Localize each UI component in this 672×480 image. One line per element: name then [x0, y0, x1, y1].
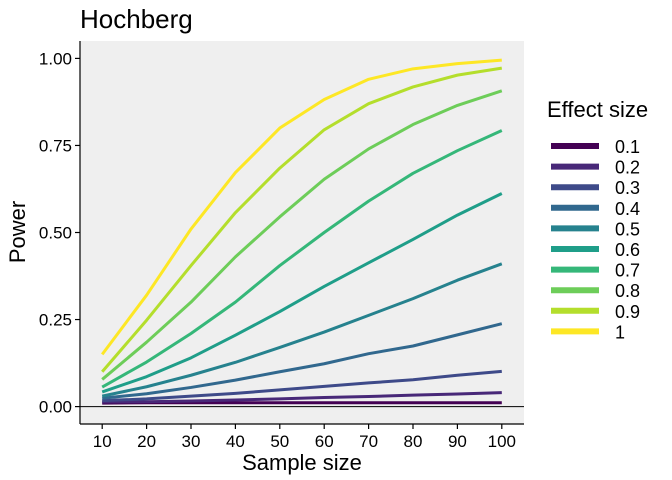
- chart-title: Hochberg: [80, 4, 193, 34]
- y-tick-label: 0.75: [39, 136, 72, 155]
- x-tick-label: 20: [137, 432, 156, 451]
- series-line-0.9: [101, 66, 503, 373]
- x-tick-label: 80: [404, 432, 423, 451]
- x-tick-label: 40: [226, 432, 245, 451]
- legend-label-0.9: 0.9: [615, 302, 640, 322]
- x-tick-label: 10: [93, 432, 112, 451]
- series-line-0.3: [102, 369, 502, 403]
- x-tick-label: 90: [448, 432, 467, 451]
- x-tick-label: 60: [315, 432, 334, 451]
- legend-label-0.4: 0.4: [615, 199, 640, 219]
- y-tick-label: 0.00: [39, 398, 72, 417]
- series-line-0.7: [101, 129, 503, 389]
- series-line-0.5: [101, 262, 503, 398]
- legend-label-0.3: 0.3: [615, 178, 640, 198]
- legend-label-0.8: 0.8: [615, 281, 640, 301]
- legend-label-1: 1: [615, 322, 625, 342]
- x-tick-label: 30: [182, 432, 201, 451]
- x-tick-label: 100: [488, 432, 516, 451]
- legend-label-0.1: 0.1: [615, 137, 640, 157]
- legend-label-0.7: 0.7: [615, 261, 640, 281]
- legend-label-0.2: 0.2: [615, 158, 640, 178]
- legend-label-0.6: 0.6: [615, 240, 640, 260]
- series-lines: [101, 58, 503, 405]
- y-axis-title: Power: [5, 201, 30, 263]
- plot-panel: [80, 41, 524, 424]
- legend-label-0.5: 0.5: [615, 219, 640, 239]
- x-axis-ticks: 10 20 30 40 50 60 70 80 90 100: [93, 424, 516, 451]
- series-line-0.4: [102, 322, 503, 400]
- series-line-0.8: [101, 89, 503, 381]
- y-tick-label: 0.25: [39, 311, 72, 330]
- series-line-0.2: [102, 391, 502, 404]
- series-line-1: [101, 58, 502, 356]
- x-axis-title: Sample size: [242, 450, 362, 475]
- y-tick-label: 1.00: [39, 49, 72, 68]
- series-line-0.6: [101, 192, 503, 394]
- y-tick-label: 0.50: [39, 224, 72, 243]
- x-tick-label: 50: [270, 432, 289, 451]
- y-axis-ticks: 0.00 0.25 0.50 0.75 1.00: [39, 49, 80, 417]
- legend-title: Effect size: [547, 97, 648, 122]
- x-tick-label: 70: [359, 432, 378, 451]
- legend: Effect size 0.10.20.30.40.50.60.70.80.91: [547, 97, 648, 342]
